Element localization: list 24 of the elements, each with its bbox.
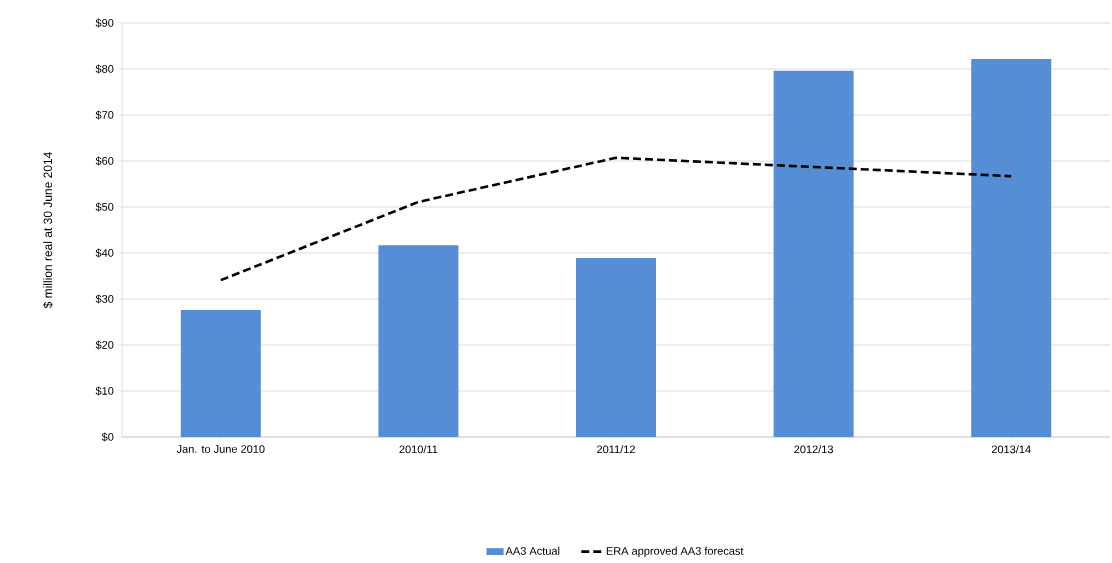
y-axis-title: $ million real at 30 June 2014	[43, 152, 53, 309]
bar	[180, 310, 261, 437]
y-tick-label: $10	[95, 386, 114, 396]
y-tick-label: $40	[95, 248, 114, 258]
legend-label: ERA approved AA3 forecast	[606, 546, 744, 558]
legend-label: AA3 Actual	[505, 546, 560, 555]
y-tick-label: $20	[95, 340, 114, 350]
bar	[576, 258, 656, 437]
y-tick-label: $50	[95, 202, 114, 212]
y-tick-label: $90	[95, 18, 114, 28]
bar	[378, 245, 459, 437]
y-tick-label: $30	[95, 294, 114, 304]
x-tick-label: 2010/11	[399, 445, 438, 454]
x-tick-label: 2013/14	[991, 445, 1031, 454]
y-tick-label: $80	[95, 64, 114, 74]
y-tick-label: $70	[95, 110, 114, 120]
bar	[971, 58, 1052, 437]
line-series	[219, 156, 1013, 282]
bar	[773, 70, 854, 437]
x-tick-label: Jan. to June 2010	[176, 445, 265, 453]
x-tick-label: 2011/12	[597, 445, 635, 454]
x-tick-label: 2012/13	[794, 445, 833, 454]
y-tick-label: $0	[101, 432, 114, 442]
y-tick-label: $60	[95, 156, 114, 166]
